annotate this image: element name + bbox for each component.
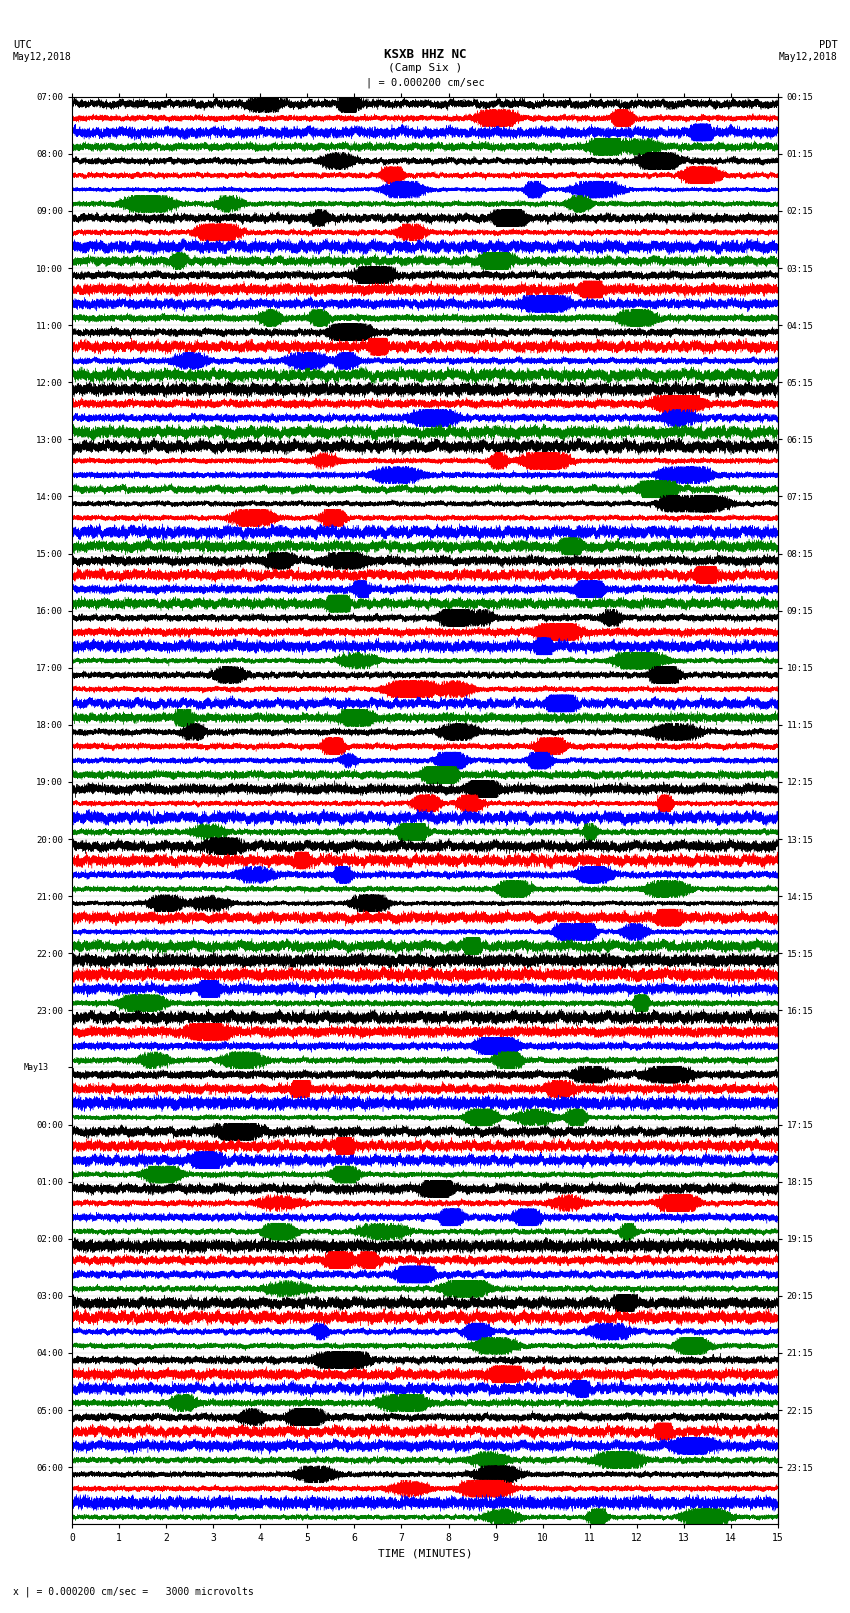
Text: PDT: PDT (819, 40, 837, 50)
X-axis label: TIME (MINUTES): TIME (MINUTES) (377, 1548, 473, 1558)
Text: | = 0.000200 cm/sec: | = 0.000200 cm/sec (366, 77, 484, 89)
Text: May13: May13 (24, 1063, 48, 1073)
Text: KSXB HHZ NC: KSXB HHZ NC (383, 48, 467, 61)
Text: May12,2018: May12,2018 (13, 52, 71, 61)
Text: UTC: UTC (13, 40, 31, 50)
Text: (Camp Six ): (Camp Six ) (388, 63, 462, 73)
Text: May12,2018: May12,2018 (779, 52, 837, 61)
Text: x | = 0.000200 cm/sec =   3000 microvolts: x | = 0.000200 cm/sec = 3000 microvolts (13, 1586, 253, 1597)
